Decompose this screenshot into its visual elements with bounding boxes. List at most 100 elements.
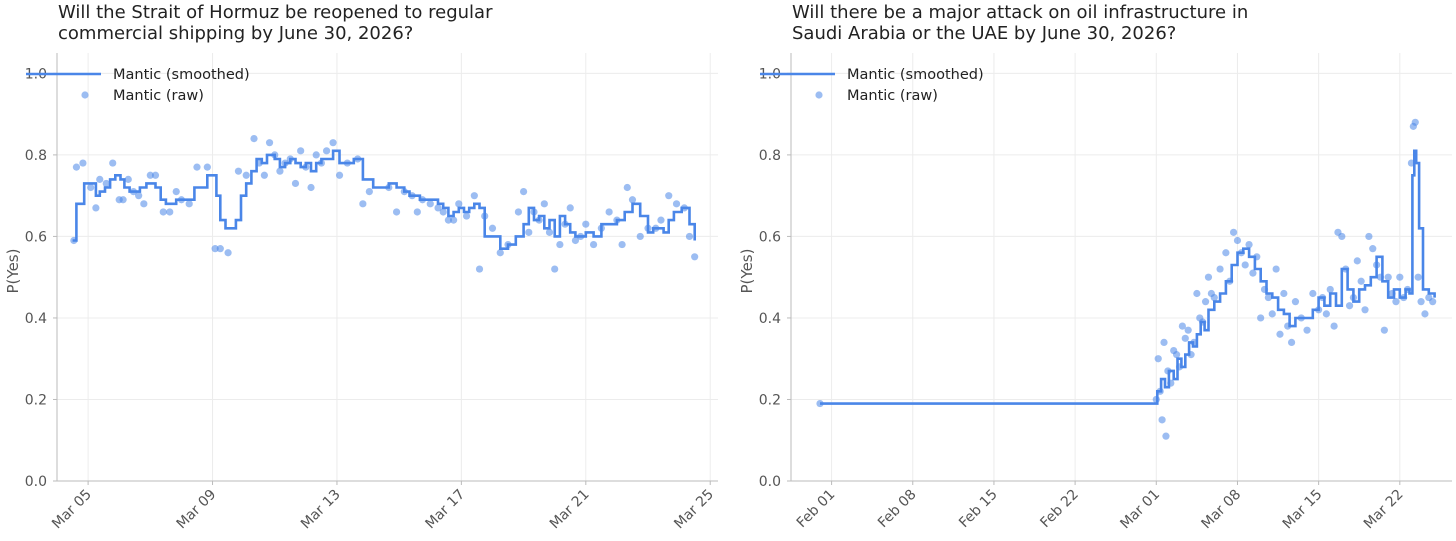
x-tick-label: Mar 15 [1280, 487, 1326, 533]
y-tick-label: 0.8 [759, 148, 781, 164]
raw-data-point [525, 228, 533, 236]
raw-data-point [488, 224, 497, 232]
raw-data-point [1287, 338, 1296, 347]
raw-data-point [1245, 240, 1253, 249]
raw-data-point [434, 204, 442, 212]
raw-data-point [1303, 326, 1311, 334]
raw-data-point [444, 216, 453, 224]
y-tick-label: 0.6 [25, 229, 47, 245]
legend-label-smoothed: Mantic (smoothed) [847, 67, 984, 83]
raw-data-point [1272, 265, 1280, 273]
legend-label-raw: Mantic (raw) [113, 88, 204, 104]
raw-data-point [540, 200, 548, 208]
raw-data-point [1216, 265, 1224, 273]
raw-data-point [365, 187, 373, 196]
raw-data-point [450, 216, 458, 224]
raw-data-point [297, 147, 305, 155]
x-tick-label: Mar 22 [1361, 487, 1407, 533]
raw-data-point [185, 200, 193, 208]
raw-data-point [816, 399, 824, 408]
raw-data-point [657, 216, 665, 224]
raw-data-point [1241, 261, 1249, 269]
raw-data-point [571, 236, 580, 245]
raw-data-point [211, 245, 219, 253]
raw-data-point [618, 240, 626, 249]
raw-data-point [1326, 285, 1334, 294]
raw-data-point [426, 200, 434, 208]
raw-data-point [1158, 416, 1166, 424]
chart-panel-oil-infrastructure-attack: Will there be a major attack on oil infr… [734, 0, 1456, 541]
raw-data-point [475, 265, 484, 273]
raw-data-point [439, 208, 447, 216]
raw-data-point [307, 183, 315, 192]
raw-data-point [1291, 298, 1300, 306]
raw-data-point [96, 175, 104, 183]
raw-data-point [1178, 322, 1186, 330]
raw-data-point [628, 196, 637, 204]
raw-data-point [1429, 298, 1437, 306]
x-tick-label: Mar 13 [298, 487, 344, 533]
y-tick-label: 0.2 [759, 392, 781, 408]
raw-data-point [1396, 273, 1404, 281]
y-tick-label: 0.6 [759, 229, 781, 245]
raw-data-point [359, 200, 367, 208]
raw-data-point [551, 265, 559, 273]
raw-data-point [312, 151, 320, 159]
x-tick-label: Mar 09 [174, 487, 220, 533]
legend-label-raw: Mantic (raw) [847, 88, 938, 104]
legend: Mantic (smoothed) Mantic (raw) [760, 67, 984, 104]
raw-data-point [691, 253, 699, 261]
chart-panel-strait-of-hormuz: Will the Strait of Hormuz be reopened to… [4, 2, 718, 533]
raw-data-point [545, 228, 554, 236]
y-axis-label: P(Yes) [738, 249, 756, 294]
raw-data-point [140, 200, 148, 208]
x-tick-label: Feb 15 [956, 487, 1001, 532]
raw-data-point [1280, 289, 1288, 298]
raw-data-point [193, 163, 201, 171]
y-tick-label: 0.4 [759, 311, 781, 327]
raw-data-point [109, 159, 117, 167]
raw-data-point [605, 208, 613, 216]
x-tick-label: Mar 08 [1199, 487, 1245, 533]
raw-data-point [224, 249, 232, 257]
raw-data-point [102, 179, 110, 188]
raw-data-point [582, 220, 590, 228]
raw-data-point [203, 163, 211, 171]
chart-title: Will there be a major attack on oil infr… [792, 2, 1249, 44]
raw-data-point [1330, 322, 1338, 330]
raw-data-point [1160, 338, 1168, 347]
raw-data-point [135, 192, 143, 200]
y-tick-label: 0.0 [25, 474, 47, 490]
raw-data-point [72, 163, 81, 171]
raw-data-point [514, 208, 523, 216]
raw-data-point [1249, 269, 1257, 277]
raw-data-point [1414, 273, 1422, 281]
raw-data-point [1264, 293, 1272, 302]
raw-data-point [1233, 236, 1242, 245]
x-tick-label: Mar 17 [422, 487, 468, 533]
raw-data-point [1222, 249, 1230, 257]
raw-data-point [1417, 298, 1425, 306]
raw-data-point [1193, 289, 1201, 298]
raw-data-point [1338, 232, 1346, 241]
raw-data-point [276, 167, 284, 175]
raw-data-point [265, 139, 274, 147]
raw-data-point [159, 208, 167, 216]
raw-data-point [1345, 302, 1354, 310]
raw-data-point [1411, 118, 1419, 126]
y-tick-label: 0.0 [759, 474, 781, 490]
raw-data-point [566, 204, 574, 212]
raw-data-point [1322, 310, 1330, 318]
raw-data-point [216, 245, 224, 253]
raw-data-point [470, 192, 478, 200]
x-tick-label: Feb 01 [794, 487, 839, 532]
raw-data-point [1257, 314, 1265, 322]
raw-data-point [672, 200, 681, 208]
raw-data-point [1204, 273, 1213, 281]
raw-data-point [119, 196, 127, 204]
raw-data-point [1357, 277, 1365, 285]
raw-data-point [151, 171, 160, 179]
raw-data-point [1380, 326, 1388, 334]
